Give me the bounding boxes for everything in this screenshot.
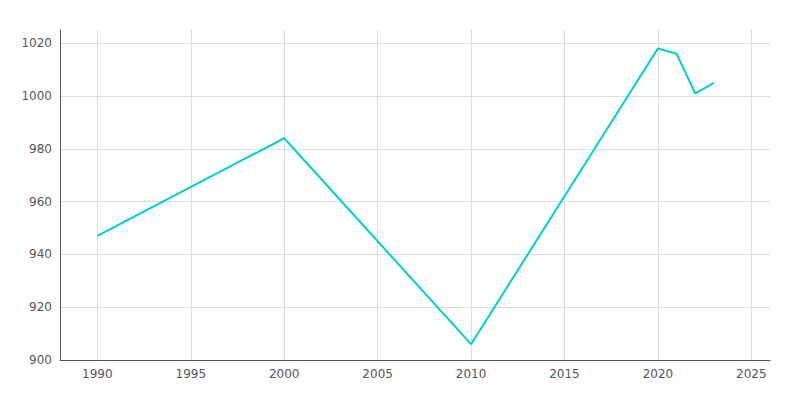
svg-text:1000: 1000 — [21, 89, 52, 103]
svg-text:2010: 2010 — [456, 367, 487, 381]
svg-text:2005: 2005 — [362, 367, 393, 381]
svg-text:940: 940 — [29, 247, 52, 261]
svg-text:2015: 2015 — [549, 367, 580, 381]
svg-text:920: 920 — [29, 300, 52, 314]
svg-text:1990: 1990 — [82, 367, 113, 381]
svg-text:900: 900 — [29, 353, 52, 367]
svg-text:2000: 2000 — [269, 367, 300, 381]
svg-text:980: 980 — [29, 142, 52, 156]
svg-text:960: 960 — [29, 195, 52, 209]
svg-text:1020: 1020 — [21, 36, 52, 50]
svg-text:1995: 1995 — [176, 367, 207, 381]
svg-text:2025: 2025 — [736, 367, 767, 381]
svg-text:2020: 2020 — [643, 367, 674, 381]
